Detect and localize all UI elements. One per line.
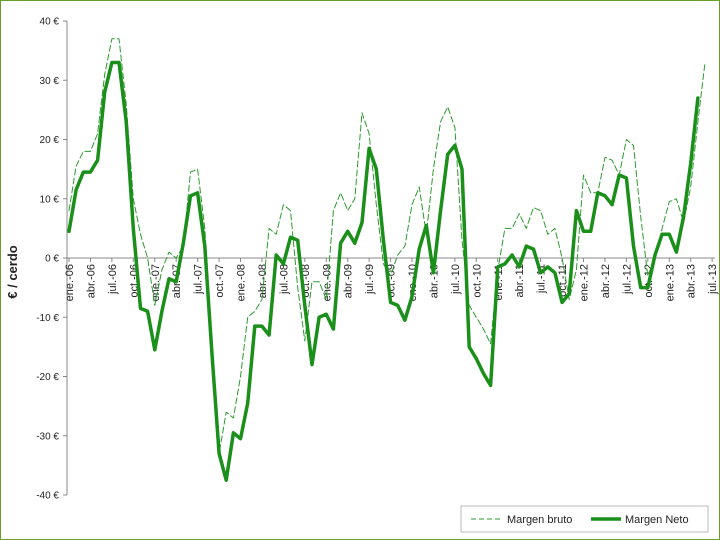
legend-label-margen-bruto: Margen bruto bbox=[507, 514, 572, 526]
x-tick-label: abr.-12 bbox=[600, 264, 612, 298]
x-tick-label: jul.-13 bbox=[707, 264, 719, 295]
legend-label-margen-neto: Margen Neto bbox=[625, 514, 689, 526]
x-tick-label: ene.-13 bbox=[664, 264, 676, 301]
x-tick-label: ene.-12 bbox=[579, 264, 591, 301]
y-tick-label: -40 € bbox=[36, 491, 59, 502]
series-line-margen-bruto bbox=[68, 38, 706, 454]
x-tick-label: abr.-10 bbox=[428, 264, 440, 298]
x-tick-label: abr.-08 bbox=[257, 264, 269, 298]
x-tick-label: oct.-07 bbox=[214, 264, 226, 298]
y-tick-label: -30 € bbox=[36, 431, 59, 442]
x-tick-label: jul.-07 bbox=[193, 264, 205, 295]
y-tick-label: -20 € bbox=[36, 372, 59, 383]
legend: Margen bruto Margen Neto bbox=[460, 505, 709, 533]
x-tick-label: abr.-13 bbox=[686, 264, 698, 298]
y-axis-label: € / cerdo bbox=[5, 245, 20, 299]
x-tick-label: abr.-06 bbox=[85, 264, 97, 298]
y-tick-label: 10 € bbox=[40, 194, 60, 205]
y-tick-label: 40 € bbox=[40, 17, 60, 28]
y-tick-label: 0 € bbox=[45, 254, 59, 265]
y-tick-label: 20 € bbox=[40, 135, 60, 146]
legend-box bbox=[460, 505, 709, 533]
x-tick-label: jul.-09 bbox=[364, 264, 376, 295]
x-tick-label: abr.-09 bbox=[343, 264, 355, 298]
series-line-margen-neto bbox=[67, 60, 700, 482]
x-tick-label: abr.-11 bbox=[514, 264, 526, 297]
x-tick-label: oct.-10 bbox=[471, 264, 483, 298]
y-tick-label: 30 € bbox=[40, 76, 60, 87]
x-tick-label: jul.-06 bbox=[107, 264, 119, 295]
x-tick-label: jul.-10 bbox=[450, 264, 462, 295]
x-tick-label: jul.-12 bbox=[621, 264, 633, 295]
x-tick-label: ene.-06 bbox=[64, 264, 76, 301]
x-tick-label: jul.-08 bbox=[278, 264, 290, 295]
y-tick-label: -10 € bbox=[36, 313, 59, 324]
x-tick-label: ene.-08 bbox=[236, 264, 248, 301]
